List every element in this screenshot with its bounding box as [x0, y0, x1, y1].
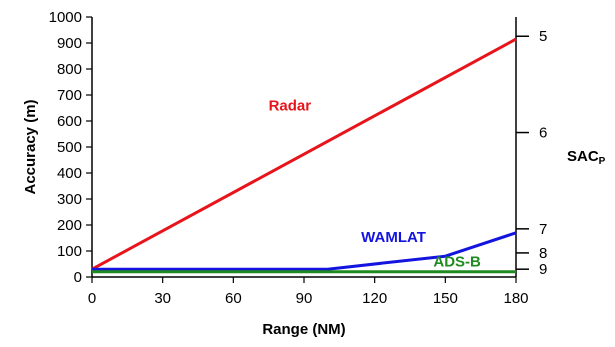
x-tick-label: 90	[296, 290, 313, 307]
y-tick-label: 100	[57, 243, 82, 260]
y-tick-label: 900	[57, 35, 82, 52]
series-line-radar	[91, 37, 517, 271]
x-tick-label: 30	[154, 290, 171, 307]
y2-tick-label: 5	[539, 28, 547, 45]
x-tick-label: 0	[88, 290, 96, 307]
y-tick-label: 300	[57, 191, 82, 208]
x-axis-title: Range (NM)	[262, 321, 345, 338]
y-tick-label: 500	[57, 139, 82, 156]
y-tick-label: 1000	[49, 9, 82, 26]
axes	[86, 16, 529, 283]
y-tick-label: 400	[57, 165, 82, 182]
y-tick-label: 0	[74, 269, 82, 286]
y-axis-title: Accuracy (m)	[22, 99, 39, 194]
y2-tick-label: 8	[539, 245, 547, 262]
y-tick-label: 700	[57, 87, 82, 104]
x-tick-label: 120	[362, 290, 387, 307]
y2-axis-title: SACP	[567, 148, 606, 167]
y-tick-label: 800	[57, 61, 82, 78]
labels: 0 100 200 300 400 500 600 700 800 900 1000 0 30 60 90 1…	[49, 9, 548, 307]
series-lines	[91, 37, 517, 274]
series-label-ads-b: ADS-B	[433, 254, 481, 271]
series-label-wamlat: WAMLAT	[361, 229, 426, 246]
x-tick-label: 150	[433, 290, 458, 307]
y2-tick-label: 7	[539, 221, 547, 238]
y2-tick-label: 6	[539, 125, 547, 142]
series-line-wamlat	[92, 231, 517, 271]
y-tick-label: 600	[57, 113, 82, 130]
series-label-radar: Radar	[269, 98, 312, 115]
x-tick-label: 180	[503, 290, 528, 307]
y2-axis-title-main: SAC	[567, 148, 599, 165]
y2-axis-title-sub: P	[599, 156, 606, 167]
y2-tick-label: 9	[539, 261, 547, 278]
x-tick-label: 60	[225, 290, 242, 307]
y-tick-label: 200	[57, 217, 82, 234]
